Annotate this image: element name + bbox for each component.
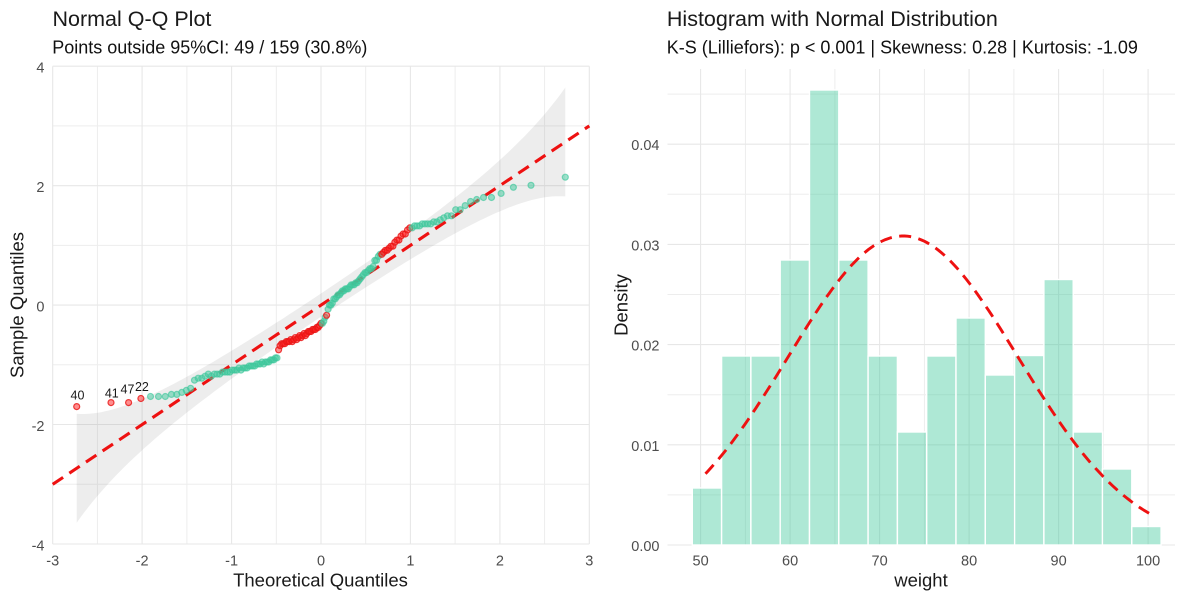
svg-text:3: 3 <box>585 554 593 570</box>
svg-text:47: 47 <box>121 383 135 397</box>
svg-text:4: 4 <box>36 61 44 77</box>
svg-text:90: 90 <box>1051 554 1067 570</box>
svg-text:-1: -1 <box>225 554 238 570</box>
svg-text:K-S (Lilliefors): p < 0.001 |: K-S (Lilliefors): p < 0.001 | Skewness: … <box>667 38 1138 58</box>
svg-text:-3: -3 <box>46 554 59 570</box>
svg-text:0.01: 0.01 <box>631 439 659 455</box>
svg-text:Points outside 95%CI: 49 / 159: Points outside 95%CI: 49 / 159 (30.8%) <box>52 38 367 58</box>
svg-text:0.02: 0.02 <box>631 339 659 355</box>
svg-text:Histogram with Normal Distribu: Histogram with Normal Distribution <box>667 7 998 31</box>
svg-text:0: 0 <box>36 299 44 315</box>
svg-text:0.00: 0.00 <box>631 539 659 555</box>
svg-text:1: 1 <box>406 554 414 570</box>
svg-text:2: 2 <box>36 180 44 196</box>
svg-text:70: 70 <box>872 554 888 570</box>
svg-text:Sample Quantiles: Sample Quantiles <box>7 232 28 378</box>
svg-text:0.03: 0.03 <box>631 238 659 254</box>
svg-text:2: 2 <box>496 554 504 570</box>
svg-text:Normal Q-Q Plot: Normal Q-Q Plot <box>53 7 212 31</box>
svg-text:40: 40 <box>71 388 85 402</box>
svg-text:60: 60 <box>782 554 798 570</box>
svg-text:-4: -4 <box>32 538 45 554</box>
svg-text:50: 50 <box>693 554 709 570</box>
svg-text:41: 41 <box>105 387 119 401</box>
svg-text:0: 0 <box>317 554 325 570</box>
svg-text:0.04: 0.04 <box>631 138 659 154</box>
svg-text:-2: -2 <box>32 419 45 435</box>
svg-text:-2: -2 <box>136 554 149 570</box>
svg-text:Density: Density <box>611 273 632 335</box>
svg-text:22: 22 <box>135 380 149 394</box>
svg-text:Theoretical Quantiles: Theoretical Quantiles <box>233 569 408 590</box>
svg-text:weight: weight <box>893 569 947 590</box>
svg-text:100: 100 <box>1136 554 1160 570</box>
svg-text:80: 80 <box>961 554 977 570</box>
